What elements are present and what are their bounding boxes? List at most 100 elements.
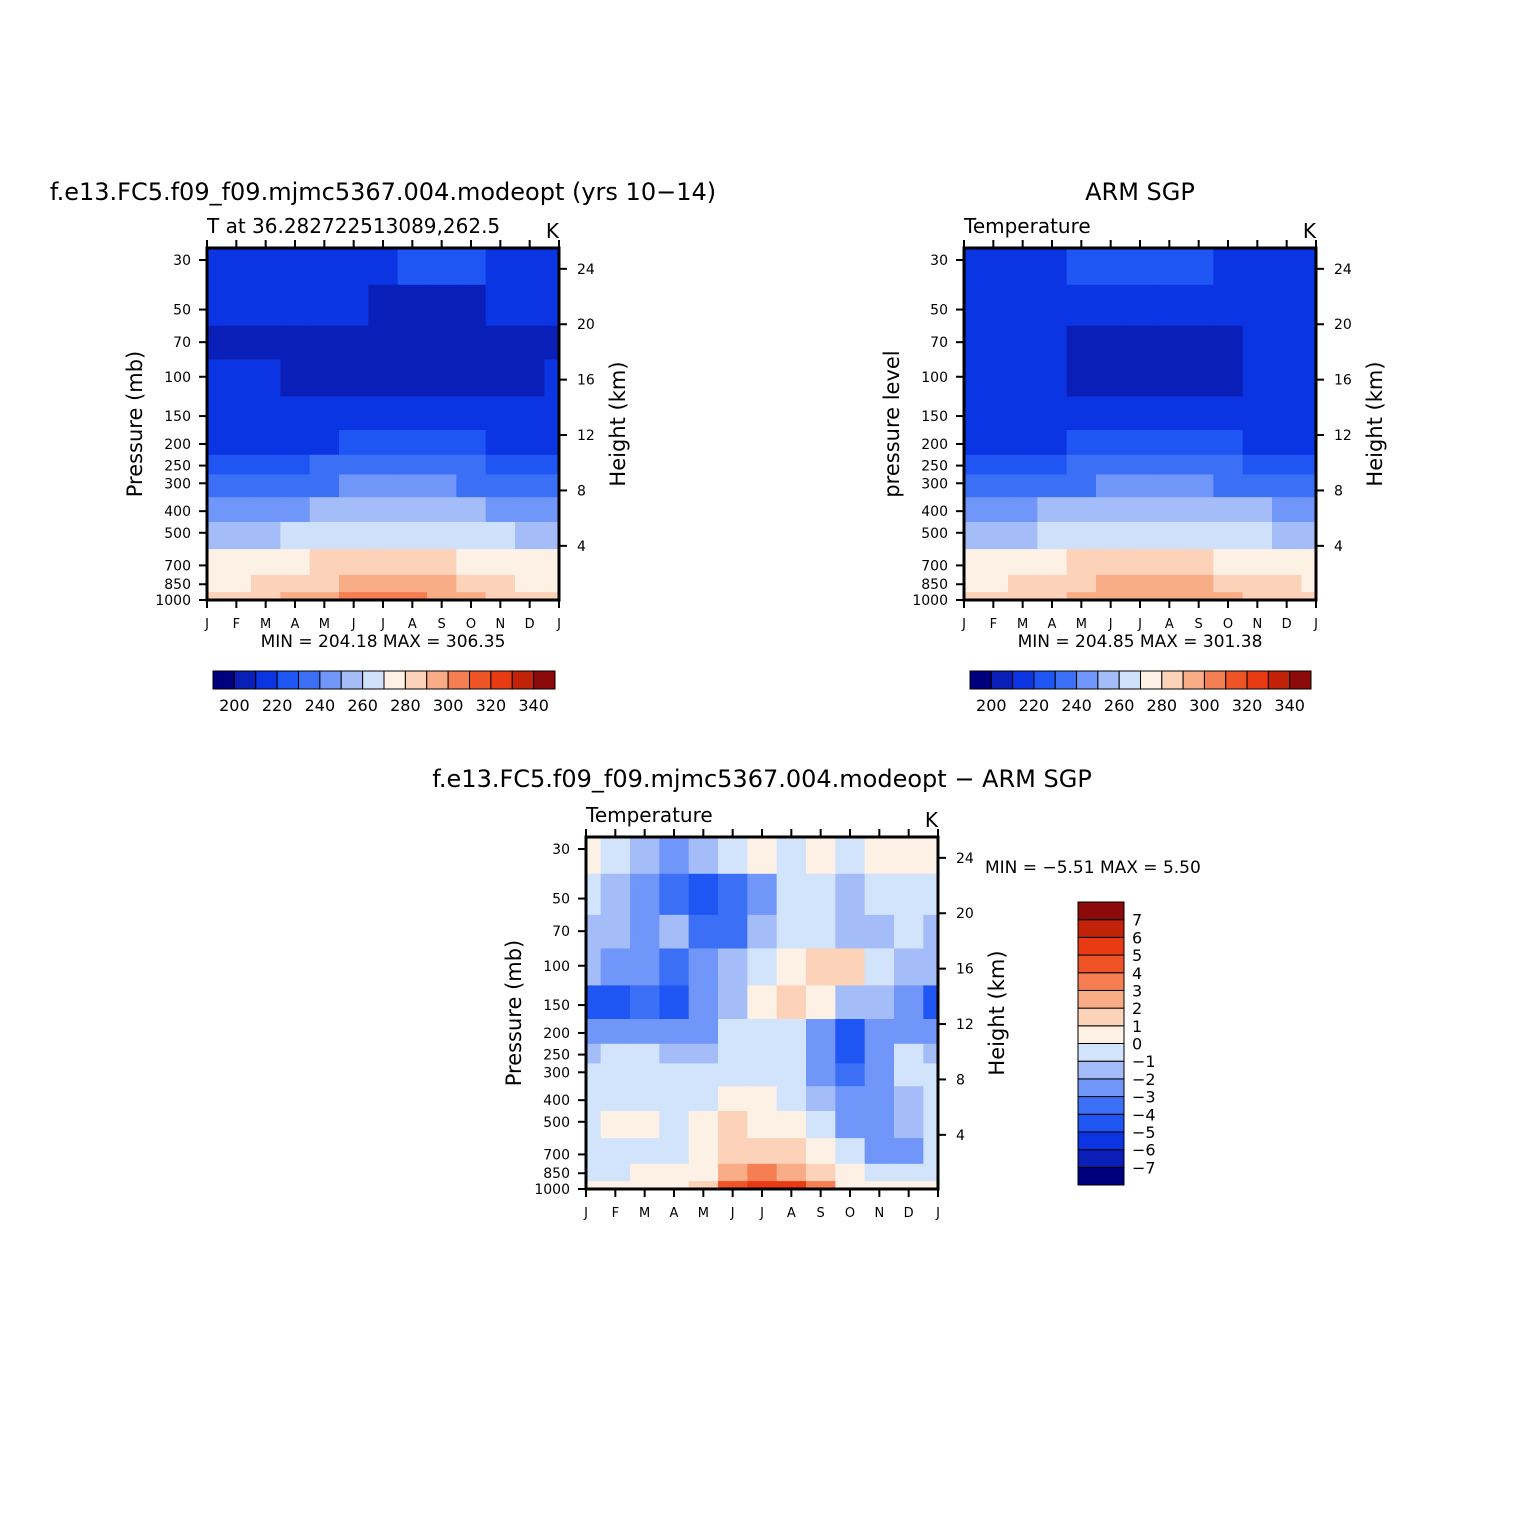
colorbar-box xyxy=(1077,1166,1125,1186)
colorbar-box xyxy=(298,670,321,690)
field-cell xyxy=(1037,325,1068,361)
field-cell xyxy=(1242,474,1273,498)
field-cell xyxy=(747,1110,778,1139)
field-cell xyxy=(485,521,516,550)
y2-tick-label: 4 xyxy=(956,1128,965,1144)
colorbar-label: 5 xyxy=(1132,946,1142,965)
colorbar-box xyxy=(1077,1007,1125,1027)
field-cell xyxy=(339,359,369,398)
field-cell xyxy=(427,521,457,550)
field-cell xyxy=(1066,549,1097,576)
field-cell xyxy=(1213,396,1244,431)
field-cell xyxy=(964,248,980,286)
field-cell xyxy=(427,549,457,576)
field-cell xyxy=(1037,359,1068,398)
field-cell xyxy=(630,1163,660,1182)
field-cell xyxy=(368,396,399,431)
x-tick-label: D xyxy=(904,1206,914,1221)
field-cell xyxy=(894,1086,924,1112)
field-cell xyxy=(1242,574,1273,593)
panel-title: f.e13.FC5.f09_f09.mjmc5367.004.modeopt (… xyxy=(50,178,716,206)
field-cell xyxy=(221,284,252,327)
field-cell xyxy=(456,592,487,600)
y-tick-label: 200 xyxy=(164,437,191,453)
y-tick-label: 100 xyxy=(164,370,191,386)
field-cell xyxy=(309,284,340,327)
field-cell xyxy=(894,1043,924,1065)
y2-tick-label: 8 xyxy=(577,483,586,499)
field-cell xyxy=(1301,284,1316,327)
panel-3: f.e13.FC5.f09_f09.mjmc5367.004.modeopt −… xyxy=(432,765,1201,1221)
field-cell xyxy=(1242,248,1273,286)
field-cell xyxy=(544,396,559,431)
y2-tick-label: 20 xyxy=(577,317,595,333)
field-cell xyxy=(1096,521,1126,550)
field-cell xyxy=(427,284,457,327)
field-cell xyxy=(1125,396,1156,431)
field-cell xyxy=(427,592,457,600)
field-cell xyxy=(515,396,545,431)
field-cell xyxy=(630,873,660,916)
y-tick-label: 100 xyxy=(921,370,948,386)
field-cell xyxy=(776,1110,807,1139)
field-cell xyxy=(368,430,399,456)
field-cell xyxy=(1242,359,1273,398)
field-cell xyxy=(397,396,428,431)
field-cell xyxy=(1008,497,1038,523)
min-max-label: MIN = 204.85 MAX = 301.38 xyxy=(1018,632,1263,652)
field-cell xyxy=(1125,574,1156,593)
colorbar-label: 320 xyxy=(1232,696,1263,715)
field-cell xyxy=(1301,325,1316,361)
field-cell xyxy=(368,521,399,550)
field-cell xyxy=(1184,592,1214,600)
field-cell xyxy=(339,574,369,593)
field-cell xyxy=(1154,549,1185,576)
field-cell xyxy=(630,1063,660,1087)
x-tick-label: N xyxy=(495,617,505,632)
field-cell xyxy=(600,948,631,987)
field-cell xyxy=(1213,549,1244,576)
y2-tick-label: 16 xyxy=(956,962,974,978)
y-tick-label: 50 xyxy=(173,303,191,319)
field-cell xyxy=(586,1181,602,1189)
field-cell xyxy=(1242,549,1273,576)
y2-tick-label: 12 xyxy=(956,1017,974,1033)
field-cell xyxy=(806,914,836,950)
field-cell xyxy=(964,497,980,523)
field-cell xyxy=(368,574,399,593)
field-cell xyxy=(835,948,866,987)
field-cell xyxy=(923,1138,938,1165)
field-cell xyxy=(309,574,340,593)
colorbar-box xyxy=(340,670,364,690)
field-cell xyxy=(309,248,340,286)
field-cell xyxy=(1184,574,1214,593)
x-tick-label: J xyxy=(961,617,966,632)
y2-axis-label: Height (km) xyxy=(985,950,1009,1075)
field-cell xyxy=(1066,359,1097,398)
field-cell xyxy=(630,948,660,987)
field-cell xyxy=(718,1138,748,1165)
field-cell xyxy=(978,359,1009,398)
field-cell xyxy=(1066,521,1097,550)
field-cell xyxy=(586,837,602,875)
field-cell xyxy=(630,1019,660,1045)
colorbar-box xyxy=(1077,1096,1125,1115)
field-cell xyxy=(1008,592,1038,600)
colorbar-box xyxy=(490,670,513,690)
field-cell xyxy=(1037,474,1068,498)
field-cell xyxy=(1272,454,1302,476)
colorbar-box xyxy=(319,670,342,690)
field-cell xyxy=(978,396,1009,431)
field-cell xyxy=(806,985,836,1020)
field-cell xyxy=(747,914,778,950)
x-tick-label: M xyxy=(698,1206,709,1221)
field-cell xyxy=(280,430,311,456)
field-cell xyxy=(1272,592,1302,600)
field-cell xyxy=(221,474,252,498)
field-cell xyxy=(806,1181,836,1189)
panel-1: f.e13.FC5.f09_f09.mjmc5367.004.modeopt (… xyxy=(50,178,716,715)
colorbar-label: 280 xyxy=(1147,696,1178,715)
x-tick-label: J xyxy=(351,617,356,632)
field-cell xyxy=(659,1181,690,1189)
field-cell xyxy=(864,837,895,875)
